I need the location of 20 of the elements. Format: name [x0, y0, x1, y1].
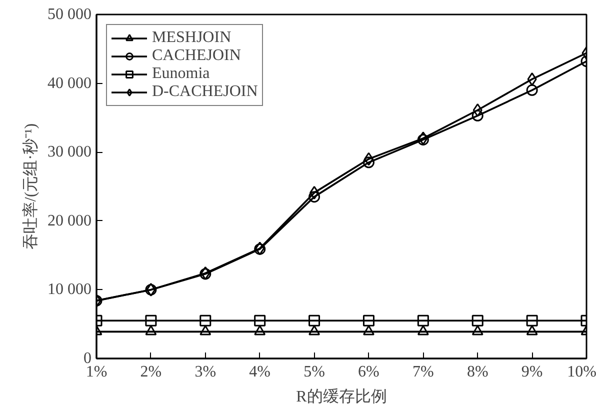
legend-label: Eunomia	[152, 65, 210, 83]
x-tick-label: 5%	[304, 364, 325, 380]
legend-label: D-CACHEJOIN	[152, 83, 258, 101]
y-tick-label: 50 000	[48, 6, 92, 23]
legend-label: MESHJOIN	[152, 29, 232, 47]
x-tick-label: 2%	[140, 364, 162, 380]
x-tick-label: 10%	[567, 364, 596, 380]
y-tick-label: 10 000	[48, 281, 92, 298]
x-tick-label: 8%	[466, 364, 488, 380]
x-tick-label: 3%	[194, 364, 216, 380]
y-tick-label: 20 000	[48, 212, 92, 230]
legend-label: CACHEJOIN	[152, 47, 241, 65]
y-tick-label: 30 000	[48, 144, 92, 161]
x-axis-title: R的缓存比例	[296, 388, 387, 406]
x-tick-label: 7%	[412, 364, 434, 380]
x-tick-label: 4%	[249, 364, 270, 380]
y-tick-label: 40 000	[48, 74, 92, 92]
y-axis-title: 吞吐率/(元组·秒⁻¹)	[22, 123, 40, 250]
x-tick-label: 6%	[358, 364, 380, 380]
x-tick-label: 9%	[521, 364, 543, 380]
